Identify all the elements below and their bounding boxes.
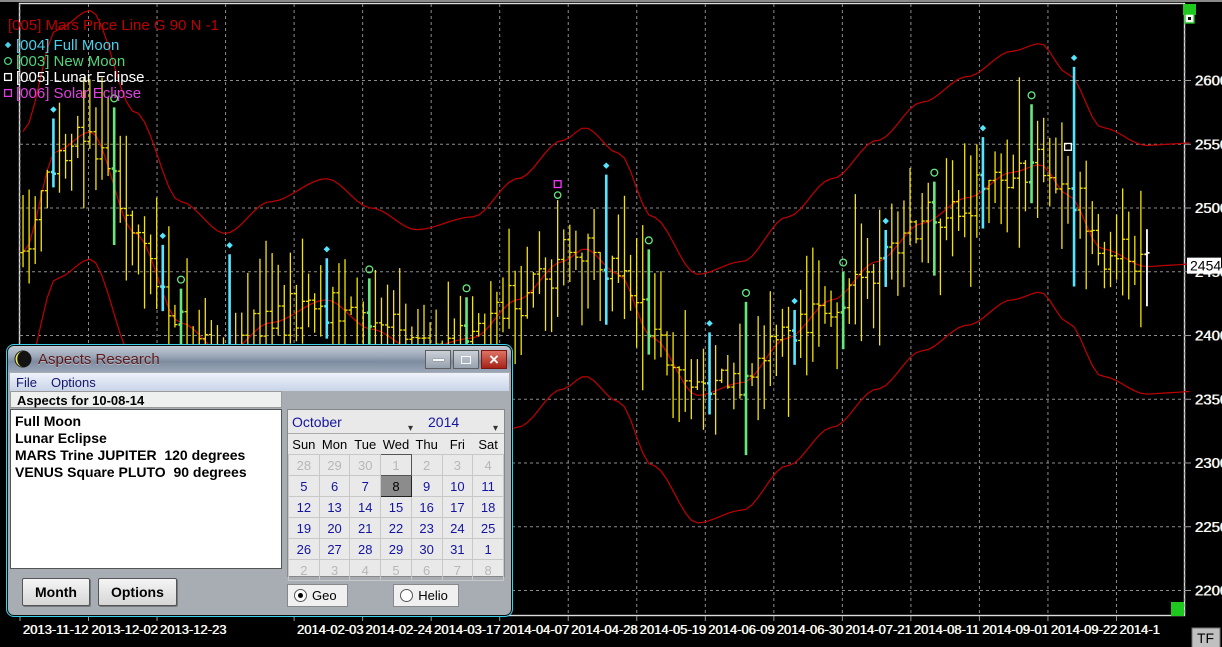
svg-text:2014-06-30: 2014-06-30 bbox=[777, 622, 844, 637]
svg-text:[005] Lunar Eclipse: [005] Lunar Eclipse bbox=[16, 69, 144, 86]
svg-text:[006] Solar Eclipse: [006] Solar Eclipse bbox=[16, 85, 141, 102]
svg-text:[005] Mars Price Line G 90 N -: [005] Mars Price Line G 90 N -1 bbox=[8, 17, 219, 34]
svg-text:2014-02-03: 2014-02-03 bbox=[297, 622, 364, 637]
svg-text:2600: 2600 bbox=[1195, 73, 1222, 90]
svg-text:2014-04-28: 2014-04-28 bbox=[571, 622, 638, 637]
svg-text:2014-09-22: 2014-09-22 bbox=[1051, 622, 1118, 637]
svg-text:2014-03-17: 2014-03-17 bbox=[434, 622, 501, 637]
svg-text:2014-06-09: 2014-06-09 bbox=[708, 622, 775, 637]
svg-text:2013-12-23: 2013-12-23 bbox=[160, 622, 227, 637]
svg-text:2014-02-24: 2014-02-24 bbox=[366, 622, 433, 637]
svg-text:2014-1: 2014-1 bbox=[1119, 622, 1159, 637]
svg-text:[003] New Moon: [003] New Moon bbox=[16, 53, 125, 70]
svg-text:2300: 2300 bbox=[1195, 455, 1222, 472]
svg-text:2014-04-07: 2014-04-07 bbox=[503, 622, 570, 637]
svg-text:2200: 2200 bbox=[1195, 583, 1222, 600]
svg-text:2350: 2350 bbox=[1195, 391, 1222, 408]
svg-text:2500: 2500 bbox=[1195, 200, 1222, 217]
svg-text:2250: 2250 bbox=[1195, 519, 1222, 536]
svg-text:2454: 2454 bbox=[1190, 258, 1221, 274]
svg-text:2014-09-01: 2014-09-01 bbox=[982, 622, 1049, 637]
svg-text:2014-08-11: 2014-08-11 bbox=[914, 622, 980, 637]
svg-text:[004] Full Moon: [004] Full Moon bbox=[16, 37, 119, 54]
svg-text:2014-05-19: 2014-05-19 bbox=[640, 622, 707, 637]
svg-text:2400: 2400 bbox=[1195, 328, 1222, 345]
svg-text:2014-07-21: 2014-07-21 bbox=[845, 622, 912, 637]
svg-text:2013-12-02: 2013-12-02 bbox=[92, 622, 159, 637]
svg-text:TF: TF bbox=[1197, 630, 1214, 646]
svg-text:2550: 2550 bbox=[1195, 136, 1222, 153]
svg-text:2013-11-12: 2013-11-12 bbox=[23, 622, 89, 637]
